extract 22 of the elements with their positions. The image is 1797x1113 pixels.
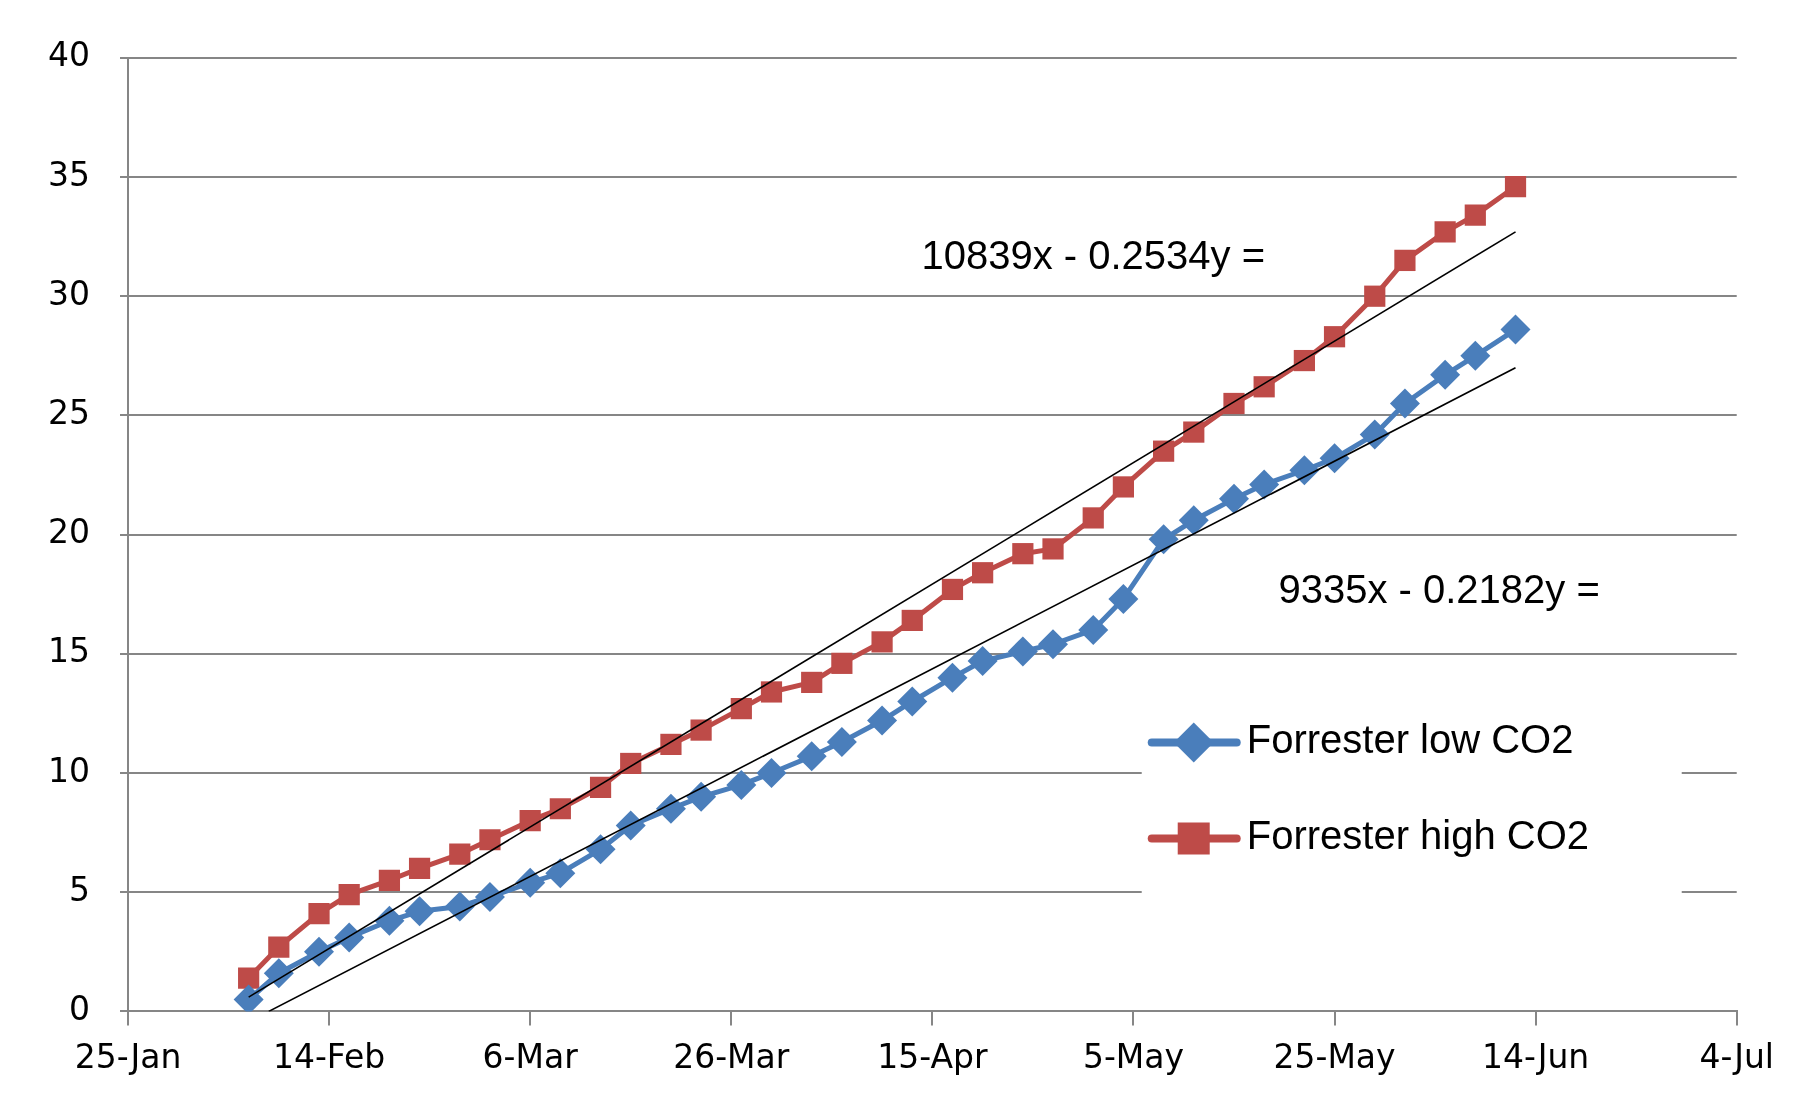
y-tick-label: 40 bbox=[47, 35, 90, 75]
annotation: 9335x - 0.2182y = bbox=[1278, 566, 1600, 611]
x-tick-label: 25-May bbox=[1273, 1036, 1396, 1076]
legend-label: Forrester high CO2 bbox=[1246, 813, 1590, 858]
y-tick-label: 25 bbox=[47, 392, 90, 432]
y-tick-label: 35 bbox=[47, 154, 90, 194]
y-tick-label: 5 bbox=[68, 869, 90, 909]
y-tick-label: 30 bbox=[47, 273, 90, 313]
y-tick-label: 10 bbox=[47, 750, 90, 790]
x-tick-label: 25-Jan bbox=[74, 1036, 182, 1076]
x-tick-label: 14-Jun bbox=[1481, 1036, 1590, 1076]
x-tick-label: 5-May bbox=[1082, 1036, 1185, 1076]
y-tick-label: 20 bbox=[47, 512, 90, 552]
x-tick-label: 4-Jul bbox=[1699, 1036, 1774, 1076]
y-tick-label: 15 bbox=[47, 631, 90, 671]
x-tick-label: 26-Mar bbox=[673, 1036, 790, 1076]
y-tick-label: 0 bbox=[68, 988, 90, 1028]
x-tick-label: 15-Apr bbox=[877, 1036, 988, 1076]
annotation: 10839x - 0.2534y = bbox=[921, 233, 1266, 278]
legend-label: Forrester low CO2 bbox=[1246, 717, 1574, 762]
x-tick-label: 14-Feb bbox=[272, 1036, 386, 1076]
x-tick-label: 6-Mar bbox=[482, 1036, 579, 1076]
